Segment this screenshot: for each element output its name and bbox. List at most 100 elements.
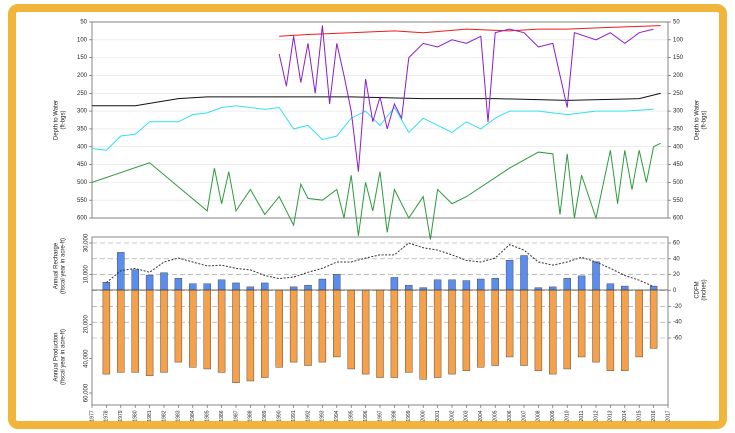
data-line <box>278 25 654 172</box>
x-tick-label: 1990 <box>277 410 283 421</box>
data-line <box>279 25 661 37</box>
y2-axis-title: CDFM <box>695 281 701 298</box>
bar <box>174 289 183 363</box>
x-tick-label: 1992 <box>305 410 311 421</box>
bar <box>592 261 600 291</box>
y2-tick-label: 40 <box>673 256 680 262</box>
y2-tick-label: -20 <box>673 304 682 310</box>
y-tick-label: 500 <box>77 180 88 186</box>
bar <box>606 289 615 371</box>
bar <box>160 289 168 373</box>
bar <box>491 289 499 366</box>
bar <box>318 289 327 363</box>
y2-tick-label: 550 <box>673 198 684 204</box>
bar <box>390 277 399 291</box>
bar <box>534 289 543 371</box>
bar <box>217 279 226 291</box>
bar <box>621 289 629 371</box>
x-tick-label: 1998 <box>392 410 398 421</box>
y-tick-label: 600 <box>77 216 88 222</box>
x-tick-label: 2015 <box>637 410 643 421</box>
x-tick-label: 1985 <box>205 410 211 421</box>
bar <box>448 289 456 375</box>
bar <box>577 289 586 358</box>
bar <box>419 289 427 380</box>
bar <box>347 289 355 370</box>
bar <box>117 289 125 373</box>
bar <box>477 278 485 291</box>
bar <box>491 278 499 291</box>
y2-axis-title: (ft-bgs) <box>702 110 708 129</box>
bar <box>246 286 255 291</box>
y-tick-label: 300 <box>77 109 88 115</box>
bar <box>203 289 211 370</box>
y-axis-title: (fiscal year in acre-ft) <box>61 238 67 294</box>
bar <box>261 282 269 291</box>
bar <box>131 269 139 291</box>
x-tick-label: 2012 <box>593 410 599 421</box>
data-line <box>106 242 654 287</box>
x-tick-label: 1980 <box>133 410 139 421</box>
bar <box>189 283 197 291</box>
x-tick-label: 2006 <box>507 410 513 421</box>
y-tick-label: 30,000 <box>84 233 90 252</box>
y2-tick-label: 60 <box>673 241 680 247</box>
x-tick-label: 1994 <box>334 410 340 421</box>
y-axis-title: Annual Recharge <box>54 242 60 289</box>
data-line <box>91 105 654 151</box>
bar <box>419 287 427 291</box>
bar <box>333 274 341 291</box>
y-tick-label: 250 <box>77 91 88 97</box>
x-tick-label: 2002 <box>449 410 455 421</box>
x-tick-label: 2005 <box>493 410 499 421</box>
bar <box>289 286 298 291</box>
x-tick-label: 1987 <box>233 410 239 421</box>
y2-tick-label: 300 <box>673 109 684 115</box>
bar <box>304 285 312 291</box>
x-tick-label: 2010 <box>565 410 571 421</box>
x-tick-label: 2009 <box>550 410 556 421</box>
y-tick-label: 200 <box>77 73 88 79</box>
bar <box>246 289 255 382</box>
bar <box>477 289 485 368</box>
bar <box>289 289 298 363</box>
bar <box>534 287 543 291</box>
y-tick-label: 40,000 <box>84 349 90 368</box>
y2-tick-label: -40 <box>673 320 682 326</box>
y2-tick-label: 0 <box>673 288 677 294</box>
y2-tick-label: 250 <box>673 91 684 97</box>
x-tick-label: 2017 <box>665 410 671 421</box>
x-tick-label: 1981 <box>147 410 153 421</box>
bar <box>203 283 211 291</box>
x-tick-label: 2008 <box>536 410 542 421</box>
y2-tick-label: 50 <box>673 20 680 26</box>
bar <box>102 281 111 291</box>
y-tick-label: 350 <box>77 126 88 132</box>
bar <box>549 286 557 291</box>
y-tick-label: 100 <box>77 37 88 43</box>
x-tick-label: 1999 <box>406 410 412 421</box>
y-tick-label: 150 <box>77 55 88 61</box>
bar <box>304 289 312 366</box>
bar <box>462 289 471 371</box>
bar <box>376 289 384 378</box>
y-tick-label: 400 <box>77 144 88 150</box>
bar <box>649 289 658 349</box>
x-tick-label: 1979 <box>118 410 124 421</box>
bar <box>232 282 240 291</box>
data-line <box>91 142 662 240</box>
x-tick-label: 1978 <box>104 410 110 421</box>
y2-tick-label: 600 <box>673 216 684 222</box>
x-tick-label: 1996 <box>363 410 369 421</box>
bar <box>361 289 370 375</box>
bar <box>549 289 557 375</box>
bar <box>505 289 514 358</box>
x-tick-label: 2007 <box>521 410 527 421</box>
y-tick-label: 60,000 <box>84 383 90 402</box>
y-axis-title: (ft-bgs) <box>61 110 67 129</box>
y-tick-label: 450 <box>77 162 88 168</box>
y2-tick-label: 150 <box>673 55 684 61</box>
y-tick-label: 50 <box>80 20 87 26</box>
bar <box>174 278 183 291</box>
